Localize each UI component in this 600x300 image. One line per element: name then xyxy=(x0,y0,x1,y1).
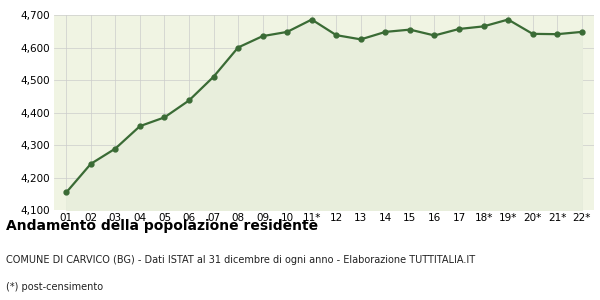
Text: Andamento della popolazione residente: Andamento della popolazione residente xyxy=(6,219,318,233)
Text: COMUNE DI CARVICO (BG) - Dati ISTAT al 31 dicembre di ogni anno - Elaborazione T: COMUNE DI CARVICO (BG) - Dati ISTAT al 3… xyxy=(6,255,475,265)
Text: (*) post-censimento: (*) post-censimento xyxy=(6,282,103,292)
